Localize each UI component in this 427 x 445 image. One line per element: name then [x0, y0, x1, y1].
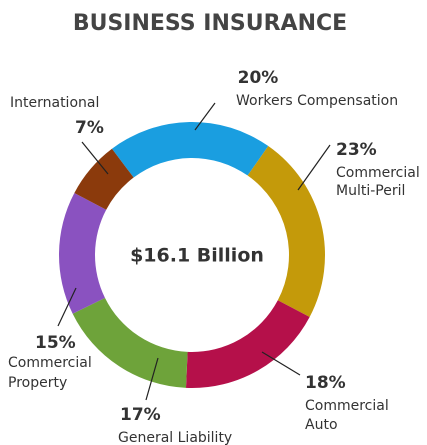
leader-line [297, 144, 331, 191]
donut-segment [58, 192, 107, 314]
category-label: Auto [305, 417, 338, 433]
category-label: General Liability [118, 430, 232, 445]
leader-line [145, 357, 159, 401]
chart-title: BUSINESS INSURANCE [73, 11, 347, 36]
donut-segment [74, 148, 134, 210]
percent-label: 7% [75, 118, 104, 138]
category-label: Commercial [305, 398, 389, 414]
percent-label: 23% [336, 140, 377, 160]
category-label: Commercial [336, 165, 420, 181]
leader-line [261, 351, 301, 376]
donut-segment [111, 121, 269, 178]
percent-label: 20% [238, 68, 279, 88]
category-label: Workers Compensation [236, 93, 398, 109]
center-label: $16.1 Billion [130, 245, 264, 267]
donut-segment [185, 300, 310, 388]
percent-label: 18% [305, 373, 346, 393]
category-label: Multi-Peril [336, 183, 405, 199]
donut-segment [247, 146, 325, 318]
percent-label: 17% [120, 405, 161, 425]
leader-line [81, 141, 109, 175]
leader-line [57, 287, 77, 327]
category-label: Property [8, 375, 67, 391]
donut-segment [72, 297, 188, 388]
percent-label: 15% [35, 333, 76, 353]
category-label: International [10, 95, 99, 111]
leader-line [194, 102, 216, 131]
category-label: Commercial [8, 355, 92, 371]
